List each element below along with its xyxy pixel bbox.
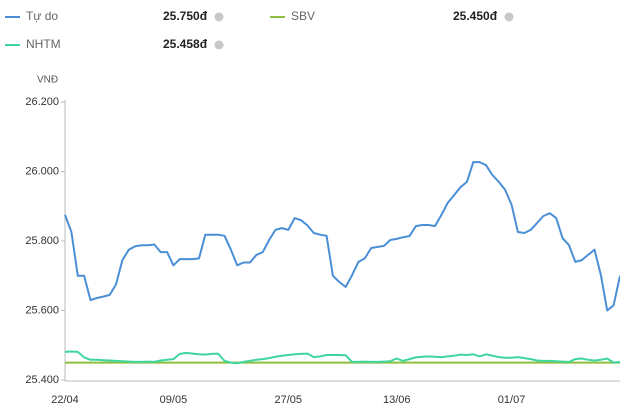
legend-label: SBV bbox=[291, 9, 315, 23]
y-unit: VNĐ bbox=[37, 75, 58, 86]
y-tick-label: 25.400 bbox=[25, 374, 59, 386]
info-icon bbox=[504, 12, 514, 22]
legend-label: Tự do bbox=[26, 9, 58, 23]
legend-price: 25.450đ bbox=[453, 9, 498, 23]
series-line bbox=[64, 350, 620, 365]
x-tick-label: 13/06 bbox=[383, 394, 411, 406]
info-icon bbox=[214, 40, 224, 50]
y-tick-label: 25.600 bbox=[25, 304, 59, 316]
x-tick-label: 27/05 bbox=[275, 394, 303, 406]
y-tick-label: 25.800 bbox=[25, 235, 59, 247]
legend-price: 25.458đ bbox=[163, 37, 208, 51]
y-tick-label: 26.200 bbox=[25, 96, 59, 108]
info-icon bbox=[214, 12, 224, 22]
series-line bbox=[64, 161, 620, 312]
x-tick-label: 09/05 bbox=[160, 394, 188, 406]
legend-label: NHTM bbox=[26, 37, 61, 51]
y-tick-label: 26.000 bbox=[25, 165, 59, 177]
legend-price: 25.750đ bbox=[163, 9, 208, 23]
x-tick-label: 22/04 bbox=[51, 394, 79, 406]
x-tick-label: 01/07 bbox=[498, 394, 526, 406]
